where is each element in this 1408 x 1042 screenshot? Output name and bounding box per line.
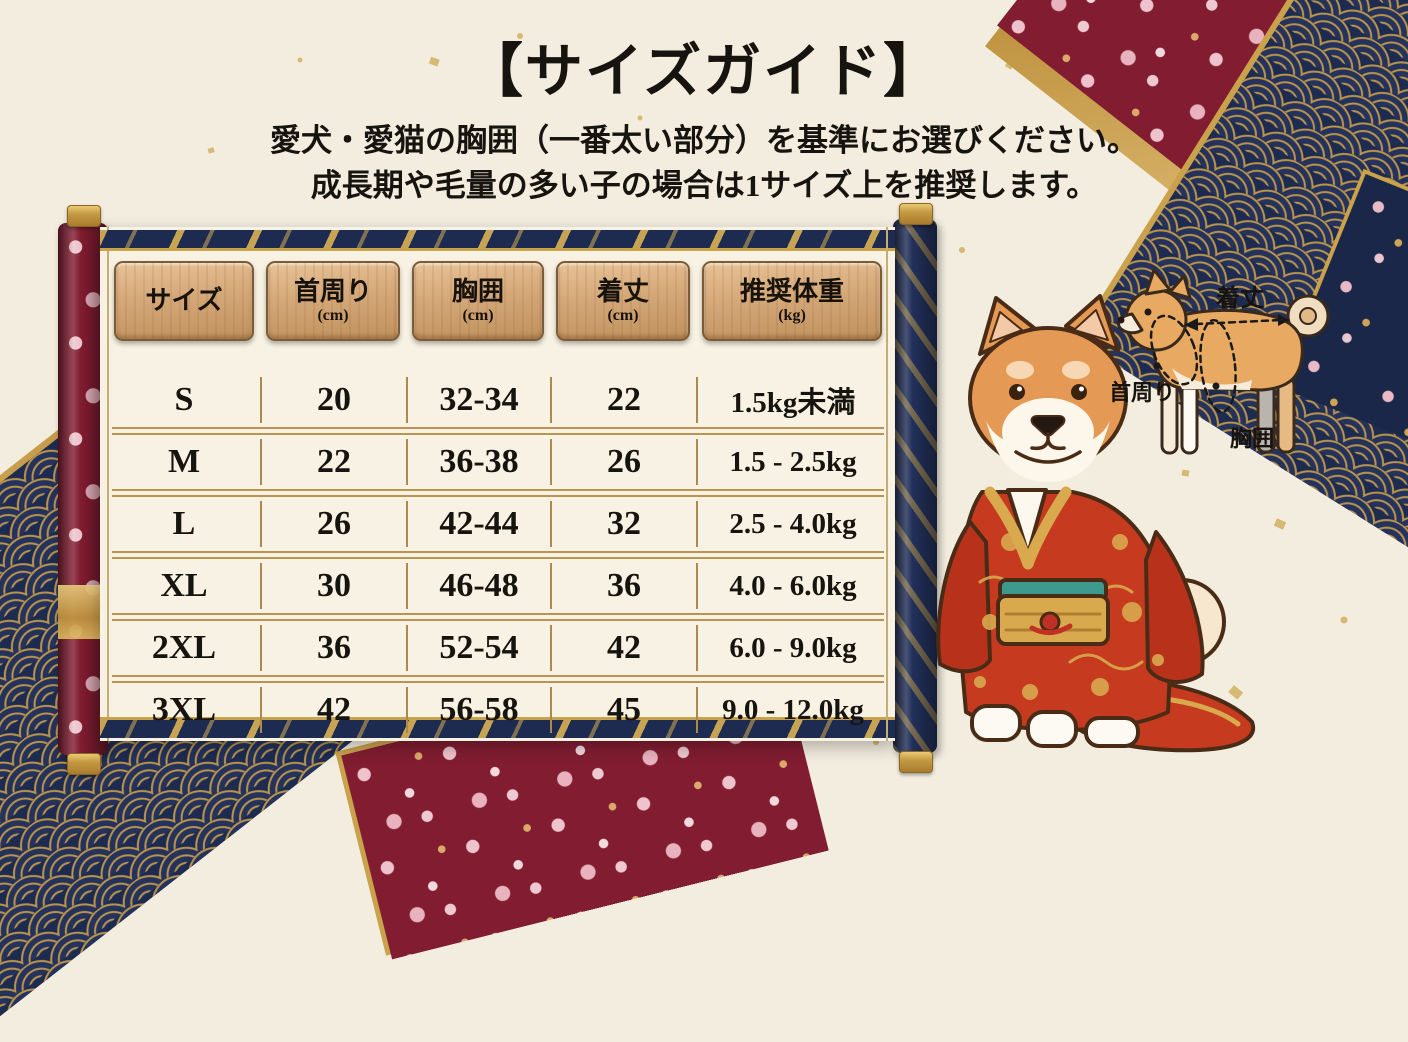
weight-cell: 4.0 - 6.0kg xyxy=(696,563,888,609)
weight-cell: 1.5kg未満 xyxy=(696,377,888,423)
length-cell: 45 xyxy=(550,687,696,733)
chest-cell: 56-58 xyxy=(406,687,550,733)
size-guide-scroll: サイズ 首周り (cm) 胸囲 (cm) 着丈 (cm) 推奨体重 (kg) xyxy=(55,203,940,775)
table-row-s: S 20 32-34 22 1.5kg未満 xyxy=(108,373,888,427)
length-cell: 42 xyxy=(550,625,696,671)
weight-cell: 1.5 - 2.5kg xyxy=(696,439,888,485)
weight-cell: 2.5 - 4.0kg xyxy=(696,501,888,547)
header-unit: (kg) xyxy=(778,307,806,324)
table-body: S 20 32-34 22 1.5kg未満 M 22 36-38 26 1.5 … xyxy=(108,373,888,737)
row-separator xyxy=(112,613,884,621)
size-cell: M xyxy=(167,443,201,480)
length-cell: 32 xyxy=(550,501,696,547)
header-plaque-length: 着丈 (cm) xyxy=(556,261,690,341)
row-separator xyxy=(112,489,884,497)
table-row-l: L 26 42-44 32 2.5 - 4.0kg xyxy=(108,497,888,551)
page-title: 【サイズガイド】 xyxy=(464,39,944,104)
neck-cell: 20 xyxy=(260,377,406,423)
subtitle-line-1: 愛犬・愛猫の胸囲（一番太い部分）を基準にお選びください。 xyxy=(270,123,1138,158)
subtitle: 愛犬・愛猫の胸囲（一番太い部分）を基準にお選びください。 成長期や毛量の多い子の… xyxy=(0,118,1408,208)
diagram-label-neck-girth: 首周り xyxy=(1112,380,1175,405)
neck-cell: 30 xyxy=(260,563,406,609)
size-cell: L xyxy=(172,505,196,542)
header-unit: (cm) xyxy=(607,307,639,324)
length-cell: 36 xyxy=(550,563,696,609)
row-separator xyxy=(112,551,884,559)
chest-cell: 42-44 xyxy=(406,501,550,547)
length-cell: 22 xyxy=(550,377,696,423)
subtitle-line-2: 成長期や毛量の多い子の場合は1サイズ上を推奨します。 xyxy=(310,168,1098,203)
scroll-paper: サイズ 首周り (cm) 胸囲 (cm) 着丈 (cm) 推奨体重 (kg) xyxy=(100,227,895,741)
row-separator xyxy=(112,427,884,435)
weight-cell: 9.0 - 12.0kg xyxy=(696,687,888,733)
table-header-row: サイズ 首周り (cm) 胸囲 (cm) 着丈 (cm) 推奨体重 (kg) xyxy=(108,261,888,341)
header-plaque-chest: 胸囲 (cm) xyxy=(412,261,544,341)
chest-cell: 32-34 xyxy=(406,377,550,423)
weight-cell: 6.0 - 9.0kg xyxy=(696,625,888,671)
neck-cell: 22 xyxy=(260,439,406,485)
table-row-xl: XL 30 46-48 36 4.0 - 6.0kg xyxy=(108,559,888,613)
chest-cell: 36-38 xyxy=(406,439,550,485)
size-cell: 3XL xyxy=(151,691,217,728)
size-cell: S xyxy=(174,381,194,418)
chest-cell: 46-48 xyxy=(406,563,550,609)
header-plaque-weight: 推奨体重 (kg) xyxy=(702,261,882,341)
size-cell: 2XL xyxy=(151,629,217,666)
table-row-m: M 22 36-38 26 1.5 - 2.5kg xyxy=(108,435,888,489)
scroll-cap xyxy=(67,205,101,227)
neck-cell: 26 xyxy=(260,501,406,547)
scroll-left-roller xyxy=(58,223,108,755)
size-cell: XL xyxy=(160,567,208,604)
row-separator xyxy=(112,675,884,683)
shiba-kimono-illustration xyxy=(936,294,1256,753)
chest-cell: 52-54 xyxy=(406,625,550,671)
diagram-label-body-length: 着丈 xyxy=(1216,284,1264,312)
header-label: 着丈 xyxy=(596,277,649,306)
table-row-3xl: 3XL 42 56-58 45 9.0 - 12.0kg xyxy=(108,683,888,737)
header-unit: (cm) xyxy=(317,307,349,324)
header-plaque-size: サイズ xyxy=(114,261,254,341)
header-plaque-neck: 首周り (cm) xyxy=(266,261,400,341)
scroll-cap xyxy=(899,203,933,225)
header-label: 推奨体重 xyxy=(739,277,844,306)
neck-cell: 36 xyxy=(260,625,406,671)
table-row-2xl: 2XL 36 52-54 42 6.0 - 9.0kg xyxy=(108,621,888,675)
scroll-cap xyxy=(67,753,101,775)
header-unit: (cm) xyxy=(462,307,494,324)
header-label: 首周り xyxy=(293,277,372,306)
header-label: サイズ xyxy=(145,286,223,315)
neck-cell: 42 xyxy=(260,687,406,733)
measurement-diagram: 着丈 首周り 胸囲 xyxy=(1112,268,1330,455)
length-cell: 26 xyxy=(550,439,696,485)
diagram-label-chest-girth: 胸囲 xyxy=(1230,426,1274,451)
scroll-right-roller xyxy=(893,219,937,753)
scroll-top-brocade-band xyxy=(100,230,895,251)
header-label: 胸囲 xyxy=(451,277,504,306)
